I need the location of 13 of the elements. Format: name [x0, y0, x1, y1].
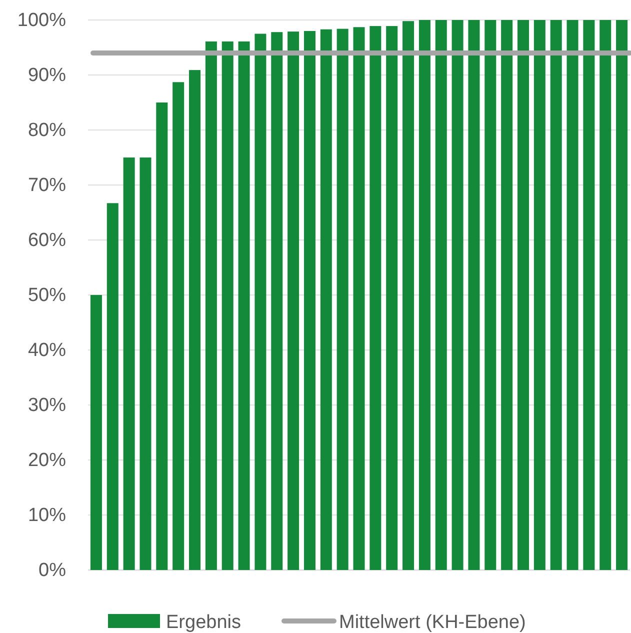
- y-tick-label: 60%: [28, 230, 66, 252]
- y-tick-label: 50%: [28, 285, 66, 306]
- y-tick-label: 70%: [28, 175, 66, 196]
- y-tick-label: 0%: [38, 560, 66, 582]
- legend-label: Mittelwert (KH-Ebene): [339, 612, 526, 633]
- y-tick-label: 100%: [17, 10, 66, 32]
- y-tick-label: 20%: [28, 450, 66, 472]
- legend-label: Ergebnis: [166, 612, 241, 633]
- y-tick-label: 10%: [28, 505, 66, 526]
- y-tick-label: 80%: [28, 120, 66, 142]
- y-tick-label: 30%: [28, 395, 66, 416]
- y-tick-label: 90%: [28, 65, 66, 86]
- y-tick-label: 40%: [28, 340, 66, 362]
